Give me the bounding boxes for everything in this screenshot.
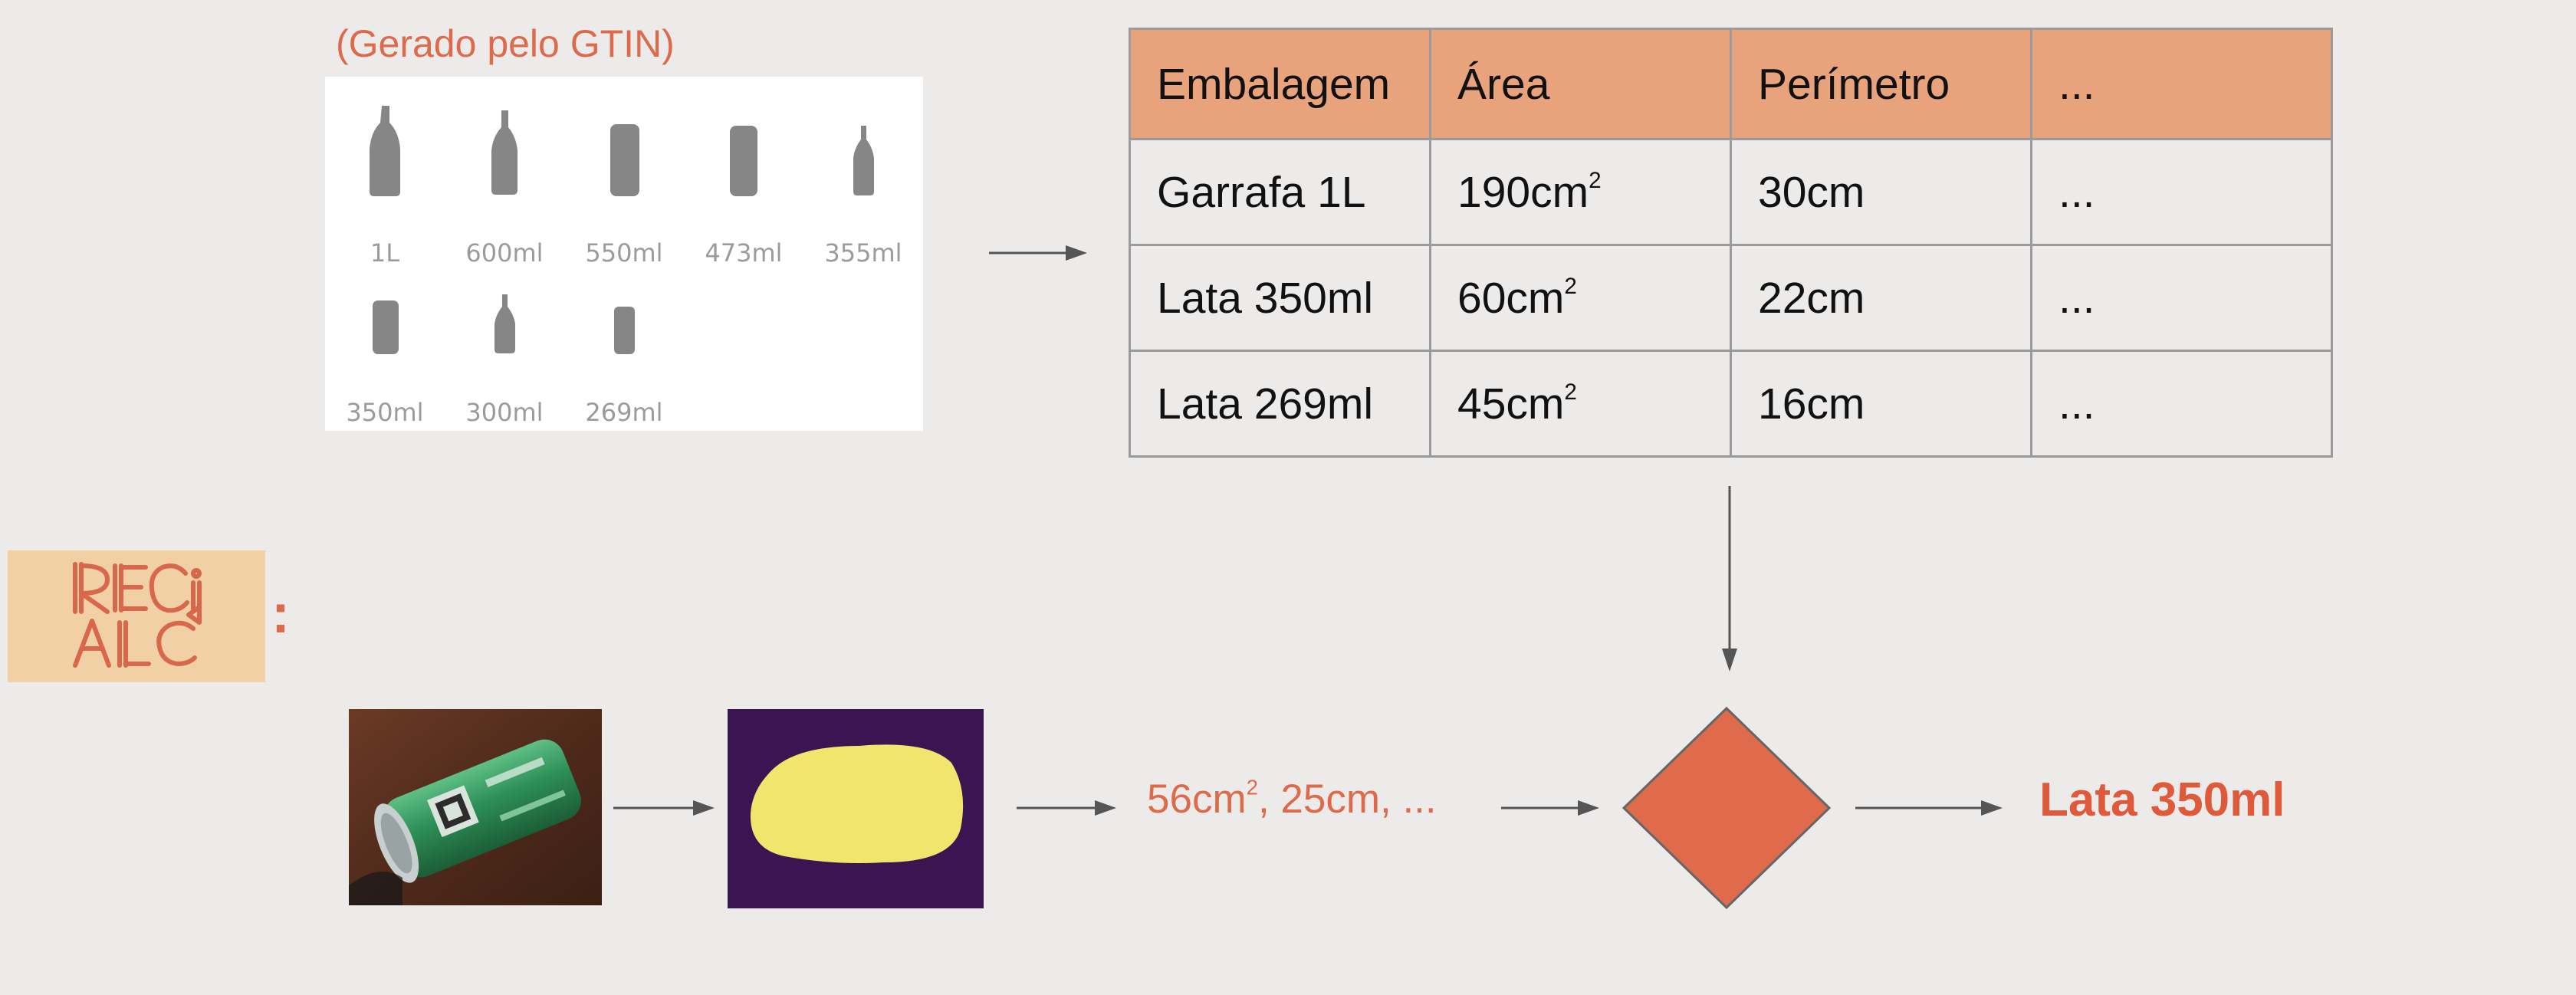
cell-area: 190cm2 xyxy=(1429,138,1732,246)
table-row: Lata 350ml 60cm2 22cm ... xyxy=(1129,244,2333,352)
can-icon xyxy=(373,300,399,354)
gtin-caption: (Gerado pelo GTIN) xyxy=(336,22,675,65)
package-label: 269ml xyxy=(585,398,663,427)
cell-perimetro: 22cm xyxy=(1730,244,2032,352)
package-item: 550ml xyxy=(564,98,684,268)
table-row: Garrafa 1L 190cm2 30cm ... xyxy=(1129,138,2333,246)
arrow-right-icon xyxy=(1855,800,2003,816)
package-label: 600ml xyxy=(465,238,544,268)
can-icon xyxy=(614,307,635,354)
package-label: 300ml xyxy=(465,398,544,427)
table-row: Lata 269ml 45cm2 16cm ... xyxy=(1129,350,2333,458)
classification-result: Lata 350ml xyxy=(2039,773,2285,826)
recicla-logo-mark xyxy=(73,562,202,668)
bottle-icon xyxy=(491,110,518,195)
recicla-logo xyxy=(8,550,265,682)
can-icon xyxy=(730,126,757,196)
column-header-more: ... xyxy=(2030,28,2333,140)
package-item: 350ml xyxy=(325,258,445,427)
package-item: 473ml xyxy=(684,98,803,268)
cell-more: ... xyxy=(2030,350,2333,458)
arrow-right-icon xyxy=(1017,800,1116,816)
arrow-right-icon xyxy=(1501,800,1599,816)
bottle-icon xyxy=(853,126,874,195)
bottle-icon xyxy=(495,294,515,353)
package-item: 355ml xyxy=(803,98,923,268)
arrow-right-icon xyxy=(989,245,1087,261)
can-photo xyxy=(349,709,602,905)
cell-area: 45cm2 xyxy=(1429,350,1732,458)
measurement-values: 56cm2, 25cm, ... xyxy=(1147,775,1437,822)
cell-more: ... xyxy=(2030,244,2333,352)
logo-colon: : xyxy=(271,583,290,645)
package-item: 269ml xyxy=(564,258,684,427)
column-header-area: Área xyxy=(1429,28,1732,140)
package-item: 600ml xyxy=(445,98,564,268)
column-header-embalagem: Embalagem xyxy=(1129,28,1431,140)
arrow-right-icon xyxy=(613,800,715,816)
package-label: 1L xyxy=(370,238,400,268)
cell-perimetro: 30cm xyxy=(1730,138,2032,246)
cell-more: ... xyxy=(2030,138,2333,246)
cell-area: 60cm2 xyxy=(1429,244,1732,352)
package-label: 550ml xyxy=(585,238,663,268)
package-label: 355ml xyxy=(824,238,902,268)
decision-diamond xyxy=(1622,707,1832,909)
bottle-icon xyxy=(370,106,400,196)
package-label: 473ml xyxy=(705,238,783,268)
cell-embalagem: Garrafa 1L xyxy=(1129,138,1431,246)
can-icon xyxy=(610,124,639,196)
package-item: 300ml xyxy=(445,258,564,427)
package-catalog-panel: 1L 600ml 550ml 473ml 355ml 350ml 30 xyxy=(325,77,923,431)
cell-embalagem: Lata 350ml xyxy=(1129,244,1431,352)
arrow-down-icon xyxy=(1722,486,1737,672)
table-header-row: Embalagem Área Perímetro ... xyxy=(1129,28,2333,140)
cell-embalagem: Lata 269ml xyxy=(1129,350,1431,458)
package-item: 1L xyxy=(325,98,445,268)
packaging-dimensions-table: Embalagem Área Perímetro ... Garrafa 1L … xyxy=(1129,28,2333,458)
column-header-perimetro: Perímetro xyxy=(1730,28,2032,140)
segmentation-mask-image xyxy=(728,709,984,908)
cell-perimetro: 16cm xyxy=(1730,350,2032,458)
package-label: 350ml xyxy=(346,398,424,427)
